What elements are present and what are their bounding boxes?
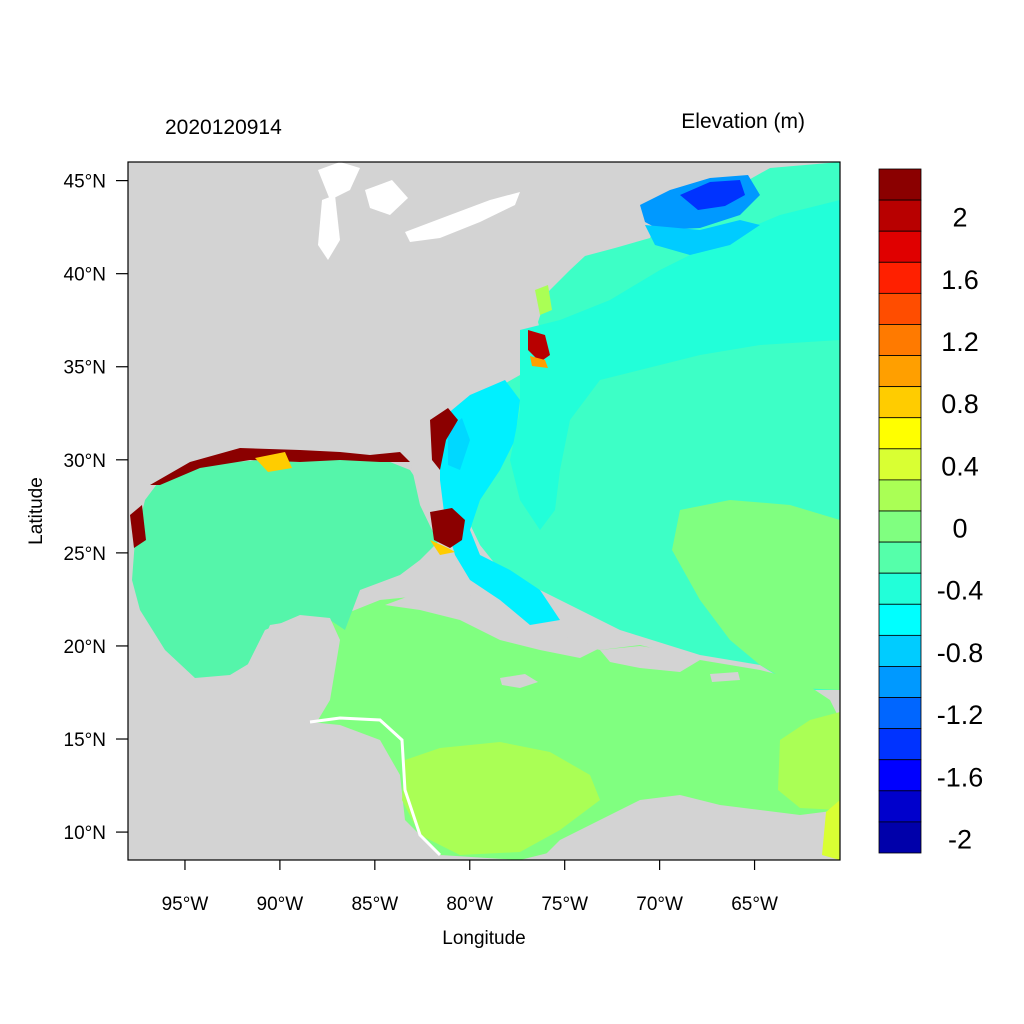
y-tick-label: 15°N <box>64 730 106 751</box>
colorbar-segment <box>878 728 922 761</box>
colorbar-segment <box>878 697 922 730</box>
colorbar-segment <box>878 479 922 512</box>
lake-michigan <box>318 195 340 260</box>
x-axis-label: Longitude <box>442 928 525 949</box>
atlantic-zero-zone <box>672 500 840 690</box>
colorbar-label: 1.6 <box>941 265 979 295</box>
gulf-stream-core <box>510 200 840 530</box>
colorbar-segment <box>878 386 922 419</box>
gulf-of-maine-edge <box>645 220 760 255</box>
florida-surge-edge <box>430 540 455 555</box>
y-tick-label: 25°N <box>64 544 106 565</box>
y-axis-ticks: 45°N 40°N 35°N 30°N 25°N 20°N 15°N 10°N <box>64 172 128 844</box>
colorbar-label: 0.4 <box>941 451 979 481</box>
colorbar: 2 1.6 1.2 0.8 0.4 0 -0.4 -0.8 -1.2 -1.6 -2 <box>878 168 984 854</box>
colorbar-segment <box>878 603 922 636</box>
x-tick-label: 95°W <box>162 894 209 915</box>
colorbar-segment <box>878 168 922 201</box>
y-tick-label: 35°N <box>64 358 106 379</box>
colorbar-label: 0 <box>952 514 967 544</box>
colorbar-segment <box>878 355 922 388</box>
colorbar-segment <box>878 510 922 543</box>
mississippi-anomaly <box>255 452 292 472</box>
colorbar-segment <box>878 324 922 356</box>
colorbar-segment <box>878 666 922 698</box>
caribbean-east-anomaly <box>778 712 840 810</box>
yucatan-land <box>245 615 340 725</box>
x-axis-ticks: 95°W 90°W 85°W 80°W 75°W 70°W 65°W <box>162 860 778 915</box>
east-coast-fringe <box>430 408 458 470</box>
jamaica-land <box>500 674 538 688</box>
x-tick-label: 75°W <box>541 894 588 915</box>
gulf-of-maine-core <box>680 180 745 210</box>
y-tick-label: 20°N <box>64 637 106 658</box>
colorbar-segment <box>878 572 922 605</box>
colorbar-segment <box>878 261 922 294</box>
y-axis-label: Latitude <box>26 477 47 545</box>
outer-banks-surge <box>528 330 550 362</box>
colorbar-label: 2 <box>952 203 967 233</box>
colorbar-label: -1.2 <box>937 700 984 730</box>
gulf-coast-surge <box>150 448 410 485</box>
lake-superior <box>318 162 360 200</box>
honduras-coast-line <box>309 716 442 857</box>
colorbar-segment <box>878 417 922 450</box>
x-tick-label: 85°W <box>351 894 398 915</box>
florida-surge <box>430 508 465 548</box>
colorbar-label: 0.8 <box>941 389 979 419</box>
date-stamp: 2020120914 <box>165 116 282 139</box>
colorbar-segment <box>878 230 922 263</box>
hispaniola-land <box>600 646 700 672</box>
colorbar-segment <box>878 790 922 823</box>
gulf-stream-band <box>440 380 560 625</box>
x-tick-label: 65°W <box>731 894 778 915</box>
texas-coast-surge <box>130 505 146 548</box>
x-tick-label: 80°W <box>446 894 493 915</box>
map-plot-area <box>128 162 840 860</box>
colorbar-segment <box>878 541 922 574</box>
y-tick-label: 45°N <box>64 172 106 193</box>
y-tick-label: 30°N <box>64 451 106 472</box>
lake-huron <box>365 180 408 215</box>
variable-title: Elevation (m) <box>681 110 805 133</box>
puerto-rico-land <box>710 672 740 682</box>
colorbar-label: -0.8 <box>937 638 984 668</box>
gulf-of-mexico <box>132 455 440 678</box>
colorbar-segment <box>878 292 922 325</box>
x-tick-label: 70°W <box>636 894 683 915</box>
cuba-land <box>385 592 600 658</box>
colorbar-segment <box>878 634 922 667</box>
colorbar-segment <box>878 821 922 854</box>
colorbar-label: -0.4 <box>937 576 984 606</box>
plot-frame <box>127 161 841 861</box>
colorbar-label: 1.2 <box>941 327 979 357</box>
outer-banks-edge <box>530 356 548 368</box>
chesapeake-anomaly <box>535 285 552 315</box>
y-tick-label: 40°N <box>64 265 106 286</box>
colorbar-segment <box>878 448 922 481</box>
colorbar-segment <box>878 759 922 792</box>
south-america-land <box>540 795 840 860</box>
colorbar-label: -1.6 <box>937 762 984 792</box>
caribbean-south-anomaly <box>402 742 600 855</box>
central-america-land <box>128 715 420 860</box>
colorbar-label: -2 <box>948 824 972 854</box>
caribbean-east-peak <box>822 800 840 860</box>
atlantic-cyan-patch <box>448 418 470 470</box>
x-tick-label: 90°W <box>257 894 304 915</box>
y-tick-label: 10°N <box>64 823 106 844</box>
colorbar-segment <box>878 199 922 232</box>
lake-erie-ontario <box>405 192 520 242</box>
